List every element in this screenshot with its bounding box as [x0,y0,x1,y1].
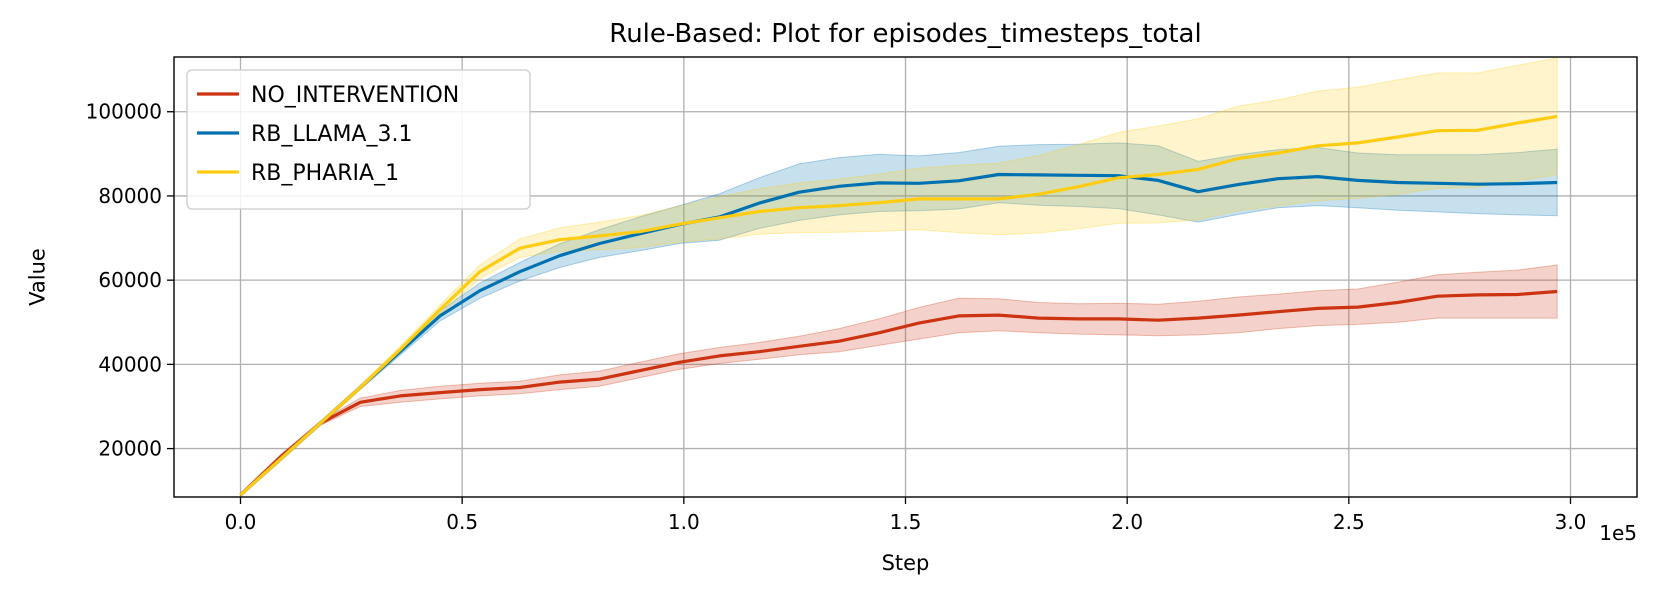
y-tick-label: 40000 [98,352,162,376]
y-tick-label: 60000 [98,268,162,292]
confidence-band-2 [240,57,1558,498]
confidence-band-1 [240,142,1558,498]
series-lines [239,114,1558,497]
confidence-bands [240,57,1558,498]
x-tick-label: 0.5 [446,510,478,534]
x-tick-label: 1.0 [668,510,700,534]
legend-label-0: NO_INTERVENTION [251,83,459,108]
x-tick-label: 3.0 [1555,510,1587,534]
x-tick-label: 2.0 [1111,510,1143,534]
x-tick-label: 2.5 [1333,510,1365,534]
x-axis-offset-label: 1e5 [1599,521,1637,545]
confidence-band-0 [240,264,1558,498]
series-line-1 [239,172,1558,497]
x-axis-label: Step [882,551,930,575]
legend: NO_INTERVENTION RB_LLAMA_3.1 RB_PHARIA_1 [186,69,531,210]
chart-title: Rule-Based: Plot for episodes_timesteps_… [609,19,1201,49]
x-tick-label: 0.0 [225,510,257,534]
y-tick-label: 80000 [98,184,162,208]
x-tick-label: 1.5 [890,510,922,534]
x-axis: 0.0 0.5 1.0 1.5 2.0 2.5 3.0 [225,497,1587,534]
legend-label-1: RB_LLAMA_3.1 [251,122,412,147]
y-axis-label: Value [25,248,49,306]
y-axis: 20000 40000 60000 80000 100000 [86,100,174,461]
legend-label-2: RB_PHARIA_1 [251,161,399,186]
series-line-0 [239,289,1558,497]
series-line-2 [239,114,1558,497]
y-tick-label: 20000 [98,437,162,461]
y-tick-label: 100000 [86,100,162,124]
legend-box [186,69,531,210]
